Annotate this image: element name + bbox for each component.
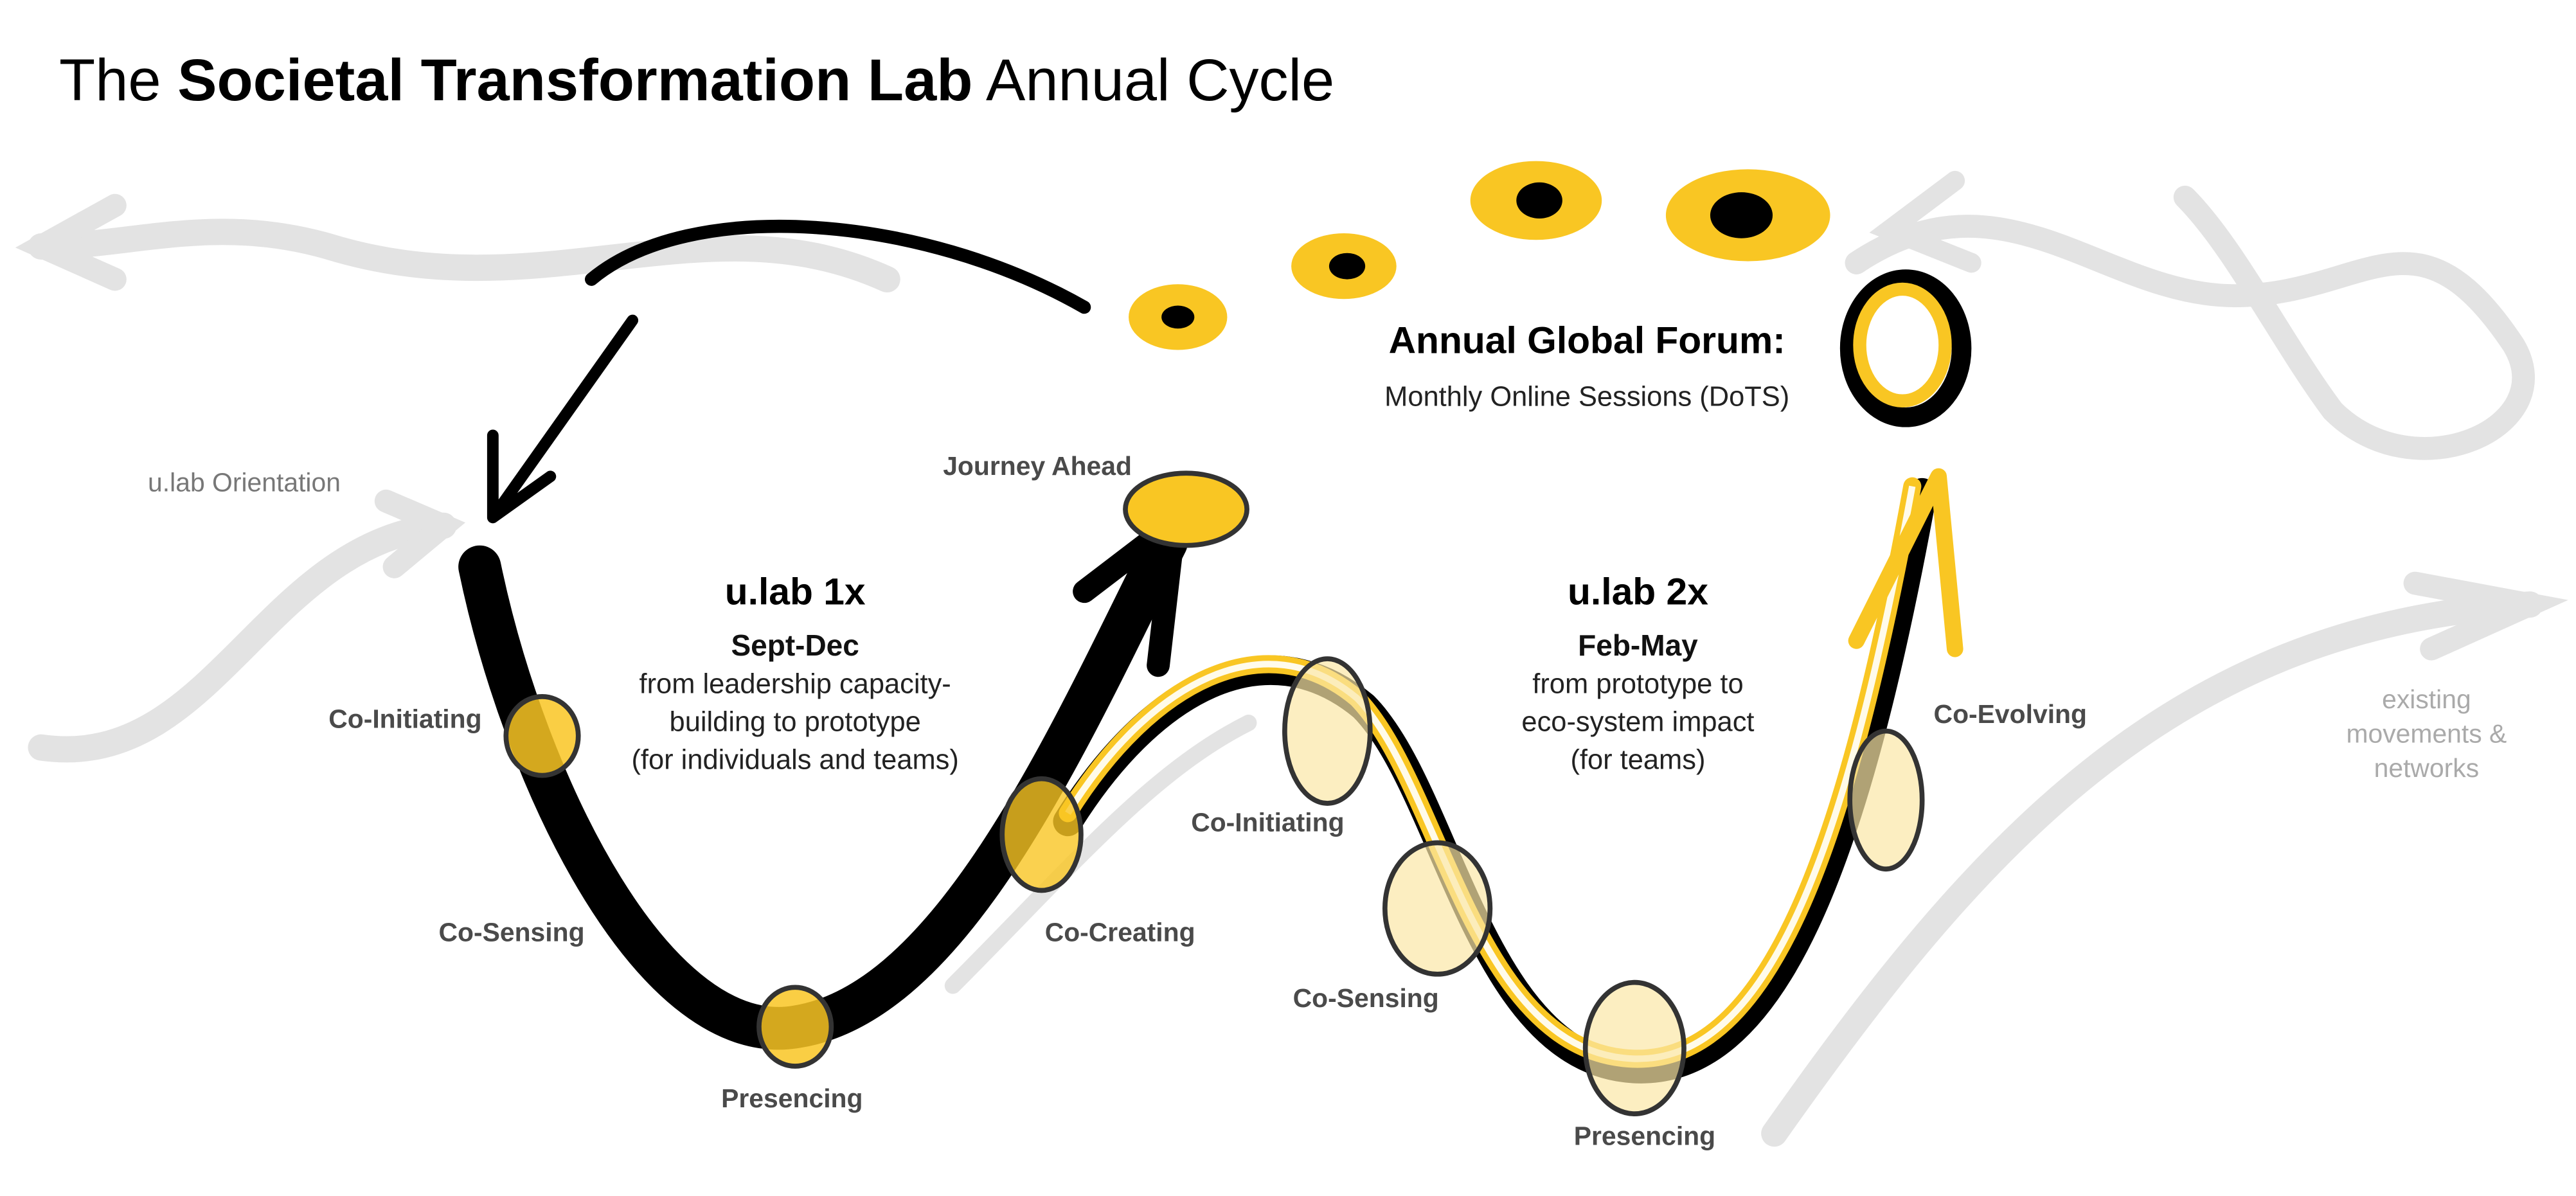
stage-label-ulab2-co-initiating: Co-Initiating bbox=[1191, 807, 1344, 837]
ulab2-title: u.lab 2x bbox=[1568, 571, 1708, 613]
ulab1-title: u.lab 1x bbox=[725, 571, 866, 613]
stage-label-ulab2-co-sensing: Co-Sensing bbox=[1293, 983, 1439, 1013]
marker-ulab2-co-sensing bbox=[1382, 840, 1493, 977]
ulab2-line: from prototype to bbox=[1532, 669, 1743, 700]
arrow-down-icon bbox=[487, 314, 639, 524]
stage-label-ulab2-co-evolving: Co-Evolving bbox=[1934, 699, 2087, 729]
ulab1-line: (for individuals and teams) bbox=[631, 744, 958, 775]
ulab2-arrowhead-icon bbox=[1848, 468, 1963, 657]
marker-ulab2-co-initiating bbox=[1282, 656, 1373, 806]
left-arrowhead-icon bbox=[374, 489, 466, 578]
forum-dots bbox=[1129, 161, 1972, 427]
stage-markers bbox=[503, 470, 1925, 1116]
forum-title: Annual Global Forum: bbox=[1389, 320, 1785, 362]
stage-label-ulab1-co-creating: Co-Creating bbox=[1045, 918, 1195, 947]
stage-label-ulab1-co-sensing: Co-Sensing bbox=[438, 918, 584, 947]
ulab1-line: building to prototype bbox=[670, 707, 921, 738]
existing-networks-label: existing movements & networks bbox=[2346, 684, 2507, 783]
stage-label-ulab2-presencing: Presencing bbox=[1574, 1121, 1715, 1151]
ulab1-dates: Sept-Dec bbox=[731, 629, 859, 662]
stage-label-ulab1-presencing: Presencing bbox=[721, 1084, 863, 1113]
marker-ulab2-presencing bbox=[1582, 979, 1686, 1116]
left-orientation-arrow bbox=[28, 512, 457, 763]
ulab2-description: u.lab 2x Feb-May from prototype to eco-s… bbox=[1521, 571, 1754, 776]
top-left-flow-arrow bbox=[28, 219, 900, 293]
right-existing-arrow bbox=[1761, 591, 2543, 1147]
existing-line: networks bbox=[2374, 753, 2480, 783]
existing-line: existing bbox=[2382, 684, 2471, 714]
ulab1-description: u.lab 1x Sept-Dec from leadership capaci… bbox=[631, 571, 958, 776]
return-arc bbox=[584, 219, 1091, 314]
top-right-arrowhead-icon bbox=[1869, 170, 1981, 273]
page-title: The Societal Transformation Lab Annual C… bbox=[59, 47, 1334, 113]
shadow-path bbox=[944, 714, 1257, 994]
marker-ulab1-co-initiating bbox=[503, 694, 581, 778]
ulab1-line: from leadership capacity- bbox=[640, 669, 951, 700]
right-arrowhead-icon bbox=[2403, 571, 2568, 661]
forum-subtitle: Monthly Online Sessions (DoTS) bbox=[1384, 381, 1789, 412]
marker-ulab2-co-evolving bbox=[1847, 728, 1925, 872]
marker-journey-ahead bbox=[1123, 470, 1249, 548]
ulab2-line: (for teams) bbox=[1570, 744, 1705, 775]
ulab2-path-shadow bbox=[1053, 478, 1937, 1084]
marker-ulab1-co-creating bbox=[999, 776, 1084, 893]
existing-line: movements & bbox=[2346, 718, 2507, 748]
ulab2-dates: Feb-May bbox=[1578, 629, 1698, 662]
top-right-flow bbox=[1845, 185, 2535, 460]
ulab2-line: eco-system impact bbox=[1521, 707, 1754, 738]
background-flows bbox=[15, 170, 2568, 1147]
marker-ulab1-presencing bbox=[756, 985, 834, 1069]
stage-label-ulab1-co-initiating: Co-Initiating bbox=[328, 704, 481, 733]
orientation-label: u.lab Orientation bbox=[148, 467, 341, 497]
top-left-arrowhead-icon bbox=[15, 193, 127, 291]
journey-ahead-label: Journey Ahead bbox=[943, 451, 1132, 481]
